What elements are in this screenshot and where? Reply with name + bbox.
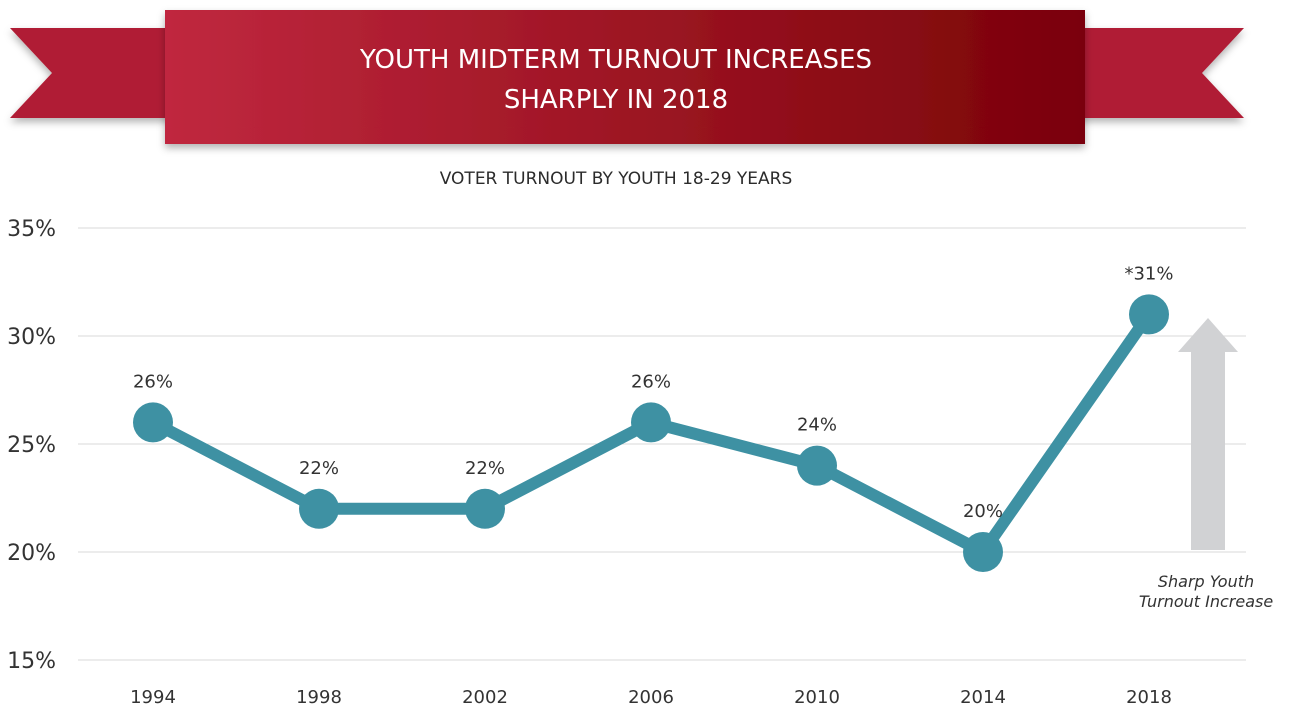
- data-point: [631, 402, 671, 443]
- data-point: [963, 532, 1003, 572]
- data-labels: 26% 22% 22% 26% 24% 20% *31%: [133, 263, 1174, 522]
- data-point: [133, 402, 173, 443]
- data-label: 24%: [797, 415, 837, 436]
- increase-arrow: [1178, 318, 1238, 550]
- data-label: 20%: [963, 501, 1003, 522]
- annotation-line-1: Sharp Youth: [1158, 572, 1254, 591]
- x-tick-label: 2018: [1126, 687, 1172, 708]
- data-point: [465, 488, 505, 529]
- gridlines: [78, 227, 1246, 661]
- ribbon-main: [165, 10, 1085, 144]
- title-banner: YOUTH MIDTERM TURNOUT INCREASES SHARPLY …: [10, 10, 1244, 144]
- chart-title-line-2: SHARPLY IN 2018: [504, 85, 728, 115]
- data-label: 26%: [631, 371, 671, 392]
- data-label: 26%: [133, 371, 173, 392]
- series-turnout: [133, 294, 1169, 572]
- ribbon-right-tail: [1078, 28, 1244, 118]
- x-tick-label: 2002: [462, 687, 508, 708]
- data-point: [1129, 294, 1169, 335]
- x-tick-label: 2014: [960, 687, 1006, 708]
- y-tick-label: 35%: [7, 217, 56, 242]
- y-tick-label: 15%: [7, 649, 56, 674]
- x-tick-label: 1994: [130, 687, 176, 708]
- ribbon-left-tail: [10, 28, 175, 118]
- data-label: 22%: [299, 458, 339, 479]
- x-axis-ticks: 1994 1998 2002 2006 2010 2014 2018: [130, 687, 1172, 708]
- y-tick-label: 30%: [7, 325, 56, 350]
- x-tick-label: 2010: [794, 687, 840, 708]
- annotation-line-2: Turnout Increase: [1139, 592, 1274, 611]
- chart-title-line-1: YOUTH MIDTERM TURNOUT INCREASES: [359, 45, 872, 75]
- data-label: 22%: [465, 458, 505, 479]
- y-axis-ticks: 35% 30% 25% 20% 15%: [7, 217, 56, 674]
- x-tick-label: 2006: [628, 687, 674, 708]
- y-tick-label: 20%: [7, 541, 56, 566]
- chart-subtitle: VOTER TURNOUT BY YOUTH 18-29 YEARS: [440, 169, 793, 189]
- data-point: [299, 488, 339, 529]
- x-tick-label: 1998: [296, 687, 342, 708]
- data-point: [797, 445, 837, 486]
- data-label: *31%: [1124, 263, 1173, 284]
- y-tick-label: 25%: [7, 433, 56, 458]
